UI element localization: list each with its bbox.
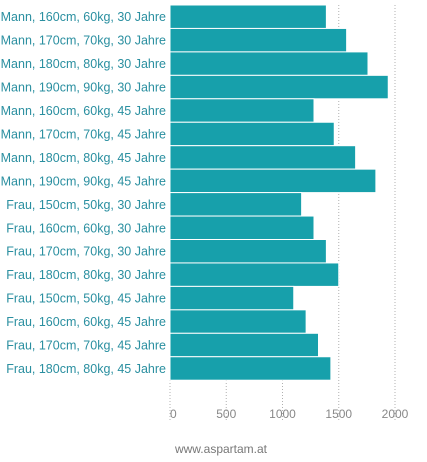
category-label: Frau, 160cm, 60kg, 45 Jahre (6, 315, 166, 329)
category-label: Frau, 150cm, 50kg, 30 Jahre (6, 198, 166, 212)
category-label: Mann, 180cm, 80kg, 30 Jahre (1, 57, 166, 71)
category-label: Mann, 190cm, 90kg, 45 Jahre (1, 174, 166, 188)
bar (169, 51, 369, 76)
bar (169, 262, 340, 287)
x-tick-label: 500 (216, 407, 236, 421)
bar (169, 98, 315, 123)
bar (169, 121, 335, 147)
bar (169, 309, 307, 334)
category-label: Mann, 170cm, 70kg, 45 Jahre (1, 127, 166, 141)
x-tick-label: 1500 (325, 407, 352, 421)
bar (169, 356, 332, 381)
category-label: Frau, 160cm, 60kg, 30 Jahre (6, 221, 166, 235)
category-label: Frau, 170cm, 70kg, 30 Jahre (6, 245, 166, 259)
x-tick-label: 0 (170, 407, 177, 421)
category-label: Mann, 160cm, 60kg, 30 Jahre (1, 10, 166, 24)
x-axis-ticks: 0 500 1000 1500 2000 (170, 407, 409, 421)
source-text: www.aspartam.at (174, 442, 268, 456)
category-label: Frau, 180cm, 80kg, 45 Jahre (6, 362, 166, 376)
bar (169, 215, 315, 241)
bar (169, 74, 389, 100)
bar (169, 168, 377, 194)
category-label: Frau, 150cm, 50kg, 45 Jahre (6, 292, 166, 306)
category-label: Mann, 180cm, 80kg, 45 Jahre (1, 151, 166, 165)
category-label: Mann, 160cm, 60kg, 45 Jahre (1, 104, 166, 118)
category-labels: Mann, 160cm, 60kg, 30 Jahre Mann, 170cm, … (1, 10, 166, 376)
bars (169, 4, 389, 381)
bar (169, 285, 295, 311)
bar (169, 4, 327, 29)
bar (169, 239, 327, 264)
category-label: Frau, 170cm, 70kg, 45 Jahre (6, 339, 166, 353)
bar (169, 27, 348, 53)
x-tick-label: 2000 (382, 407, 409, 421)
bar (169, 192, 303, 217)
category-label: Frau, 180cm, 80kg, 30 Jahre (6, 268, 166, 282)
x-tick-label: 1000 (269, 407, 296, 421)
bar (169, 145, 357, 170)
category-label: Mann, 190cm, 90kg, 30 Jahre (1, 81, 166, 95)
category-label: Mann, 170cm, 70kg, 30 Jahre (1, 34, 166, 48)
bar (169, 332, 319, 358)
